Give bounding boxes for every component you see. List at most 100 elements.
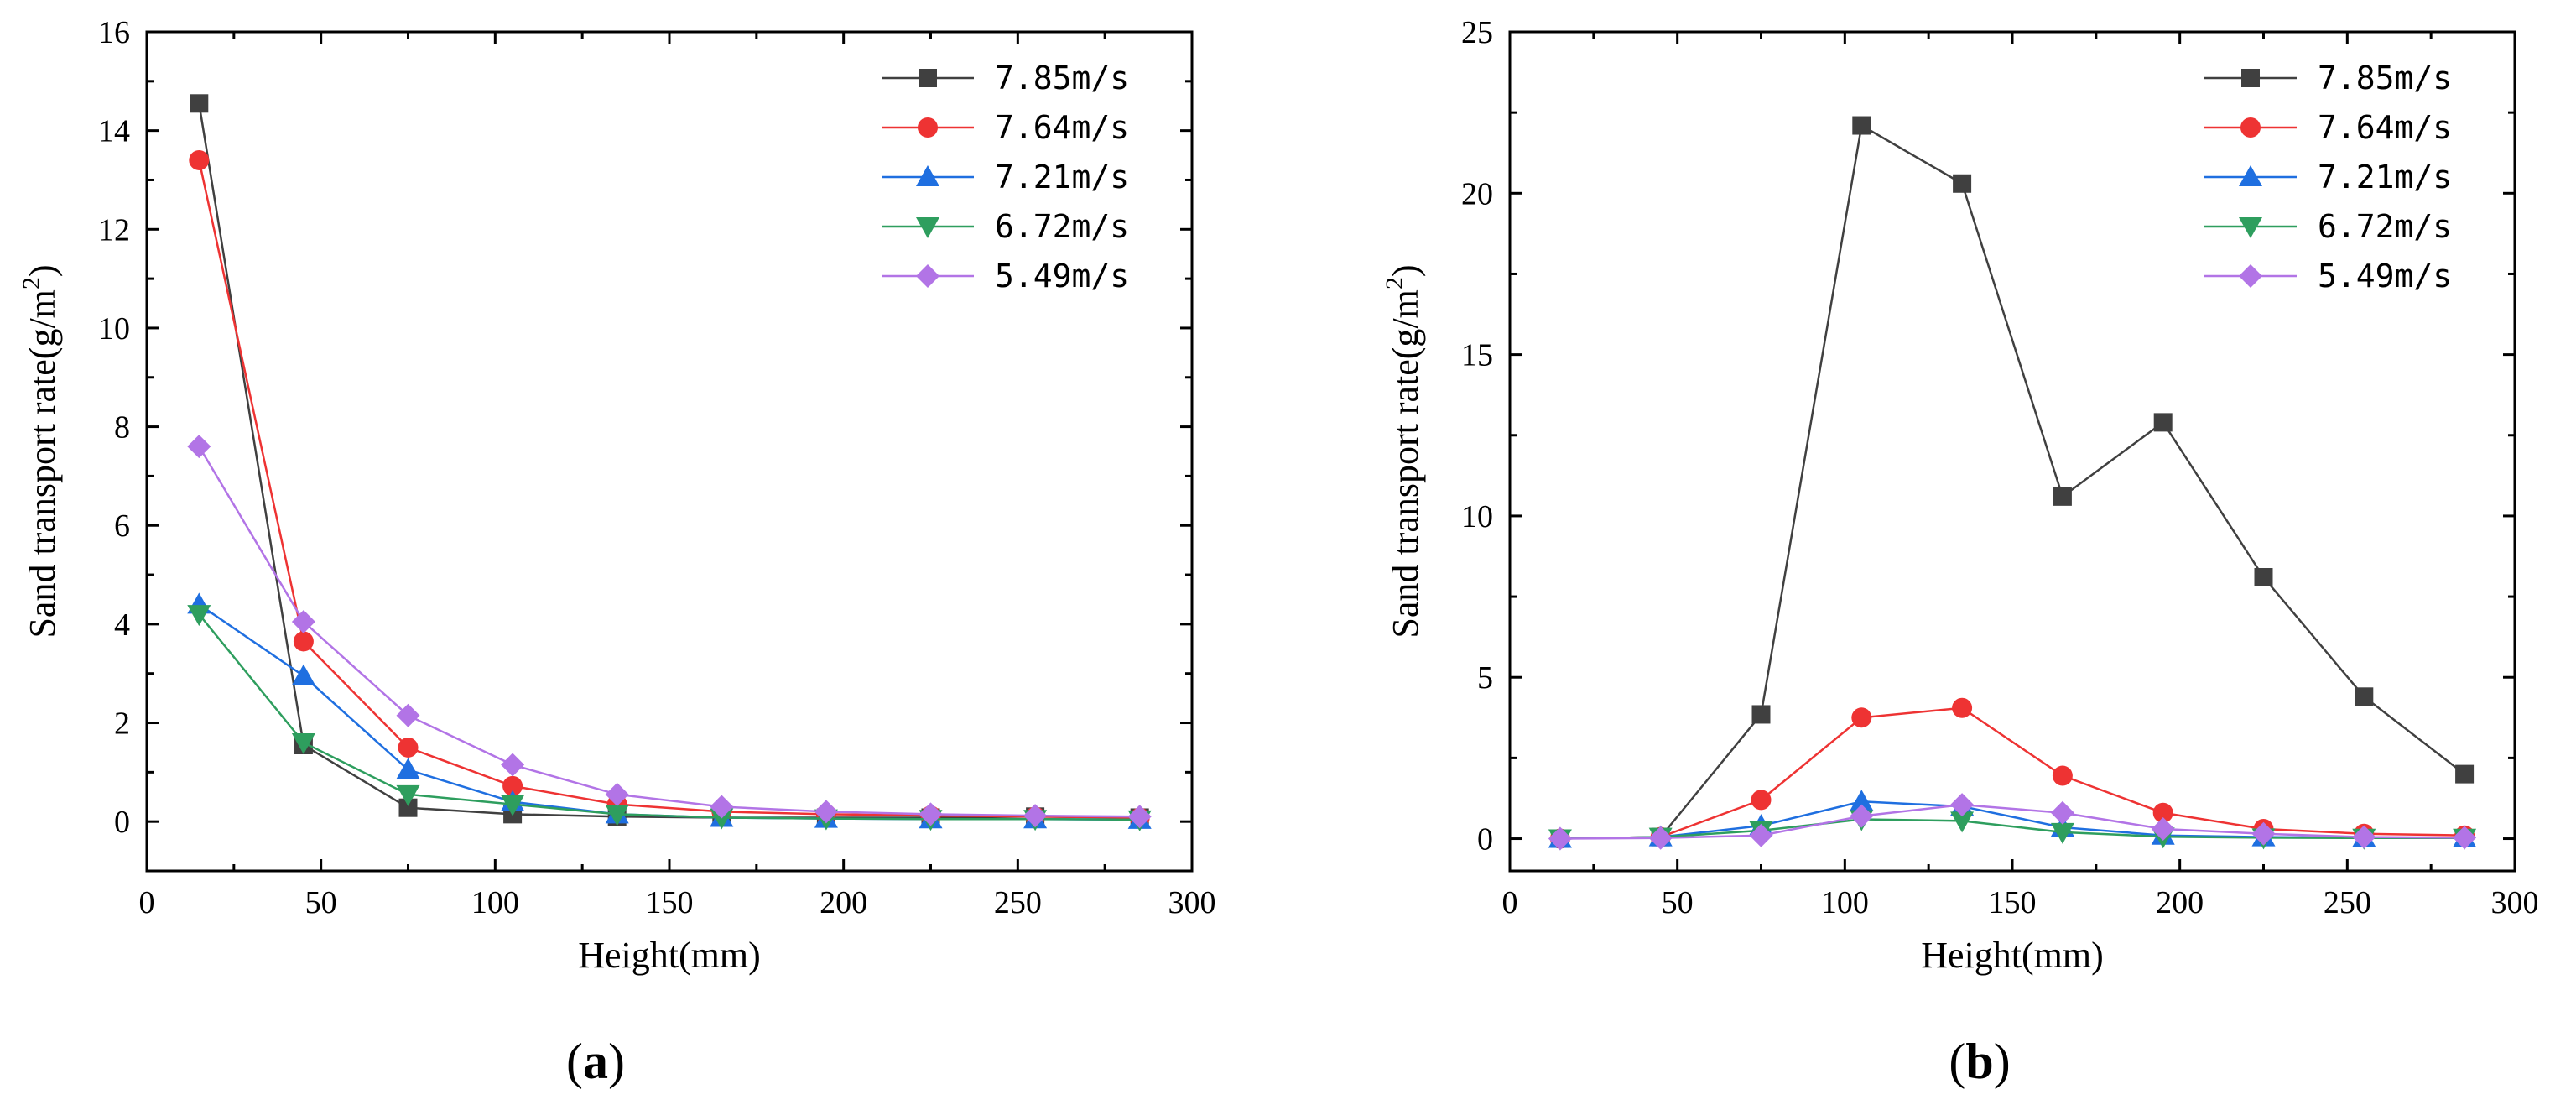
data-point bbox=[398, 798, 418, 817]
y-tick-label: 6 bbox=[114, 508, 130, 544]
legend-label: 5.49m/s bbox=[2318, 258, 2452, 294]
data-point bbox=[1953, 174, 1972, 193]
data-point bbox=[1548, 826, 1572, 851]
data-point bbox=[2453, 826, 2477, 850]
y-tick-label: 0 bbox=[114, 805, 130, 840]
data-point bbox=[189, 149, 210, 170]
data-point bbox=[187, 605, 211, 627]
data-point bbox=[2254, 568, 2273, 586]
y-tick-label: 12 bbox=[98, 212, 130, 248]
series-line bbox=[198, 159, 1140, 819]
legend-marker bbox=[916, 217, 939, 238]
x-tick-label: 200 bbox=[820, 885, 867, 920]
data-point bbox=[2053, 487, 2072, 506]
y-tick-label: 5 bbox=[1477, 660, 1493, 696]
data-point bbox=[2455, 764, 2475, 784]
chart-panel-b: 0 50 100 150 200 250 300 0 5 10 15 20 25 Height(mm) Sa… bbox=[1381, 15, 2539, 1089]
legend: 7.85m/s 7.64m/s 7.21m/s 6.72m/s 5.49m/s bbox=[2204, 60, 2452, 294]
data-point bbox=[1851, 707, 1872, 728]
series-6.72m/s bbox=[187, 605, 1152, 831]
legend: 7.85m/s 7.64m/s 7.21m/s 6.72m/s 5.49m/s bbox=[882, 60, 1129, 294]
data-point bbox=[396, 784, 420, 806]
data-point bbox=[919, 802, 943, 826]
data-point bbox=[1751, 790, 1772, 811]
x-tick-label: 100 bbox=[471, 885, 519, 920]
legend-label: 7.64m/s bbox=[2318, 109, 2452, 146]
panel-label: (b) bbox=[1949, 1034, 2010, 1089]
legend-label: 7.85m/s bbox=[2318, 60, 2452, 96]
legend-marker bbox=[2239, 264, 2262, 288]
series-7.64m/s bbox=[189, 149, 1150, 828]
x-tick-label: 100 bbox=[1821, 885, 1869, 920]
data-point bbox=[710, 808, 734, 830]
series-line bbox=[198, 603, 1140, 821]
x-tick-label: 150 bbox=[646, 885, 694, 920]
series-7.85m/s bbox=[190, 94, 1149, 827]
data-point bbox=[605, 805, 629, 826]
data-point bbox=[293, 631, 314, 652]
legend-marker bbox=[2241, 69, 2260, 87]
legend-label: 7.21m/s bbox=[995, 159, 1129, 195]
plot-frame bbox=[1508, 30, 2516, 873]
data-point bbox=[501, 795, 525, 816]
x-tick-label: 150 bbox=[1989, 885, 2037, 920]
data-point bbox=[710, 795, 734, 819]
y-axis-title: Sand transport rate(g/m2) bbox=[18, 264, 63, 638]
chart-panel-a: 0 50 100 150 200 250 300 0 2 4 6 8 10 12 14 16 Height(mm… bbox=[18, 15, 1216, 1089]
series-7.21m/s bbox=[187, 592, 1152, 829]
data-point bbox=[502, 775, 523, 796]
x-axis-title: Height(mm) bbox=[578, 935, 761, 976]
data-point bbox=[1952, 697, 1973, 718]
data-point bbox=[1751, 705, 1771, 724]
legend-marker bbox=[2239, 165, 2262, 186]
series-line bbox=[1559, 803, 2465, 840]
x-tick-label: 300 bbox=[2491, 885, 2539, 920]
series-5.49m/s bbox=[1548, 793, 2477, 851]
data-point bbox=[396, 758, 420, 779]
legend-marker bbox=[919, 69, 937, 87]
data-point bbox=[1127, 805, 1152, 829]
y-tick-label: 10 bbox=[98, 311, 130, 347]
y-tick-label: 0 bbox=[1477, 822, 1493, 857]
data-point bbox=[1950, 793, 1975, 817]
x-tick-label: 0 bbox=[1502, 885, 1518, 920]
y-tick-label: 16 bbox=[98, 15, 130, 50]
legend-marker bbox=[916, 264, 939, 288]
data-point bbox=[2355, 687, 2374, 706]
data-point bbox=[1950, 811, 1975, 833]
data-point bbox=[1850, 790, 1874, 811]
y-tick-label: 20 bbox=[1461, 176, 1493, 211]
data-point bbox=[2050, 800, 2074, 825]
legend-label: 7.64m/s bbox=[995, 109, 1129, 146]
legend-label: 7.85m/s bbox=[995, 60, 1129, 96]
data-point bbox=[2151, 817, 2175, 841]
series-5.49m/s bbox=[187, 435, 1152, 829]
y-tick-label: 14 bbox=[98, 114, 130, 149]
x-tick-label: 200 bbox=[2156, 885, 2204, 920]
data-point bbox=[501, 753, 525, 777]
data-point bbox=[291, 609, 315, 633]
data-point bbox=[291, 664, 315, 685]
legend-marker bbox=[916, 165, 939, 186]
y-tick-label: 2 bbox=[114, 706, 130, 742]
legend-marker bbox=[918, 117, 938, 138]
x-tick-label: 50 bbox=[1662, 885, 1694, 920]
series-line bbox=[198, 613, 1140, 821]
y-tick-label: 8 bbox=[114, 410, 130, 446]
data-point bbox=[1850, 804, 1874, 828]
y-tick-label: 10 bbox=[1461, 499, 1493, 534]
y-tick-label: 4 bbox=[114, 607, 130, 643]
data-point bbox=[1648, 826, 1673, 850]
series-line bbox=[198, 446, 1140, 818]
x-tick-label: 250 bbox=[994, 885, 1042, 920]
data-point bbox=[2352, 825, 2376, 849]
data-point bbox=[1023, 804, 1048, 828]
legend-label: 6.72m/s bbox=[2318, 208, 2452, 245]
data-point bbox=[1852, 116, 1871, 135]
data-point bbox=[1749, 823, 1773, 847]
data-point bbox=[2050, 822, 2074, 844]
data-point bbox=[291, 733, 315, 755]
data-point bbox=[2251, 821, 2276, 846]
x-tick-label: 50 bbox=[305, 885, 337, 920]
